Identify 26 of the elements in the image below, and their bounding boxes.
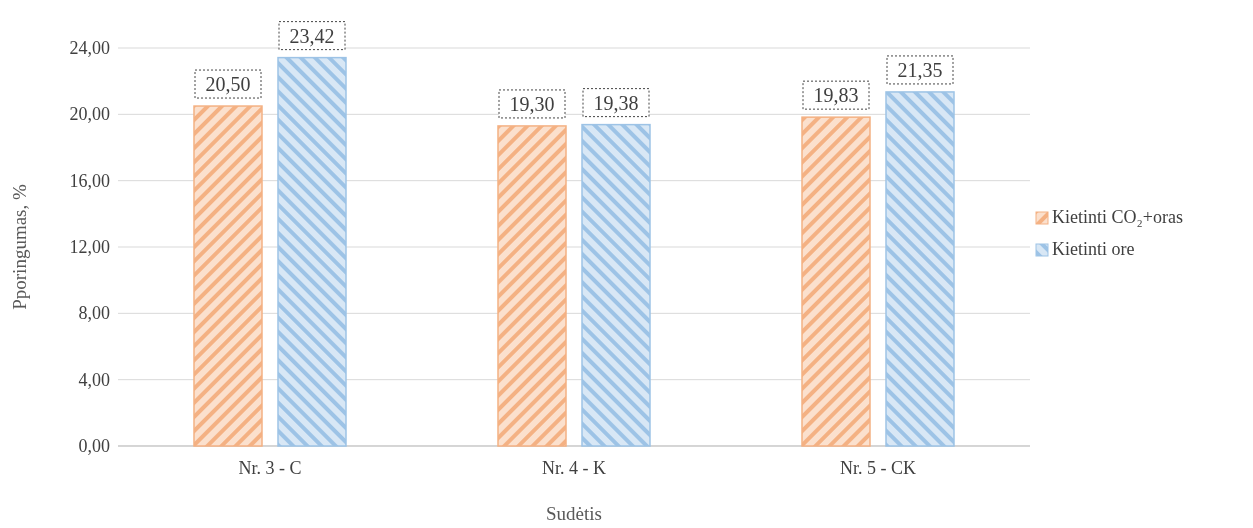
x-tick-label: Nr. 3 - C: [238, 458, 302, 478]
y-tick-label: 16,00: [69, 170, 110, 191]
y-tick-label: 24,00: [69, 38, 110, 58]
data-label: 19,30: [509, 92, 555, 115]
bar: [801, 116, 871, 447]
y-tick-label: 4,00: [78, 369, 110, 390]
y-tick-label: 12,00: [69, 237, 110, 257]
data-label: 19,38: [593, 91, 639, 114]
y-tick-label: 8,00: [78, 303, 110, 324]
legend-label: Kietinti ore: [1052, 239, 1135, 259]
bar: [885, 91, 955, 447]
y-axis-title: Pporingumas, %: [9, 184, 30, 310]
x-axis-title: Sudėtis: [546, 503, 602, 524]
data-label: 20,50: [205, 73, 251, 96]
x-tick-label: Nr. 5 - CK: [840, 458, 916, 478]
legend-label: Kietinti CO₂+oras: [1052, 207, 1183, 227]
y-tick-label: 20,00: [69, 104, 110, 125]
bar: [277, 56, 347, 447]
bar: [581, 123, 651, 447]
data-label: 19,83: [813, 84, 859, 107]
bar: [193, 105, 263, 447]
bar: [497, 125, 567, 447]
y-tick-label: 0,00: [78, 436, 110, 456]
data-label: 21,35: [897, 58, 943, 81]
x-tick-label: Nr. 4 - K: [542, 458, 606, 478]
data-label: 23,42: [289, 24, 335, 47]
